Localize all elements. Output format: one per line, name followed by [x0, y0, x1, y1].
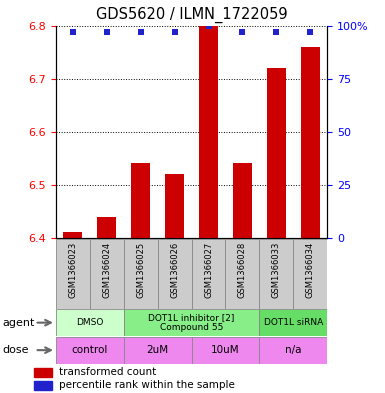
Bar [97, 217, 116, 238]
Text: DOT1L siRNA: DOT1L siRNA [264, 318, 323, 327]
Bar [56, 309, 124, 336]
Bar [199, 26, 218, 238]
Text: 2uM: 2uM [147, 345, 169, 355]
Bar [131, 163, 150, 238]
Bar [293, 239, 327, 309]
Bar [124, 309, 259, 336]
Bar [56, 337, 124, 364]
Bar [34, 381, 52, 390]
Title: GDS5620 / ILMN_1722059: GDS5620 / ILMN_1722059 [96, 7, 287, 23]
Text: agent: agent [2, 318, 34, 328]
Bar [64, 233, 82, 238]
Bar [90, 239, 124, 309]
Bar [233, 163, 252, 238]
Bar [192, 239, 226, 309]
Text: control: control [72, 345, 108, 355]
Text: DMSO: DMSO [76, 318, 104, 327]
Bar [56, 239, 90, 309]
Bar [226, 239, 259, 309]
Bar [165, 174, 184, 238]
Bar [124, 239, 157, 309]
Text: GSM1366023: GSM1366023 [68, 242, 77, 298]
Text: transformed count: transformed count [59, 367, 156, 377]
Bar [259, 337, 327, 364]
Text: n/a: n/a [285, 345, 301, 355]
Text: percentile rank within the sample: percentile rank within the sample [59, 380, 234, 390]
Bar [192, 337, 259, 364]
Text: GSM1366026: GSM1366026 [170, 242, 179, 298]
Text: GSM1366033: GSM1366033 [272, 242, 281, 298]
Bar [157, 239, 192, 309]
Text: DOT1L inhibitor [2]
Compound 55: DOT1L inhibitor [2] Compound 55 [148, 313, 235, 332]
Text: GSM1366027: GSM1366027 [204, 242, 213, 298]
Bar [267, 68, 286, 238]
Text: dose: dose [2, 345, 28, 355]
Text: GSM1366025: GSM1366025 [136, 242, 145, 298]
Bar [34, 368, 52, 377]
Bar [259, 239, 293, 309]
Text: 10uM: 10uM [211, 345, 240, 355]
Text: GSM1366024: GSM1366024 [102, 242, 111, 298]
Text: GSM1366034: GSM1366034 [306, 242, 315, 298]
Bar [259, 309, 327, 336]
Text: GSM1366028: GSM1366028 [238, 242, 247, 298]
Bar [124, 337, 192, 364]
Bar [301, 47, 320, 238]
